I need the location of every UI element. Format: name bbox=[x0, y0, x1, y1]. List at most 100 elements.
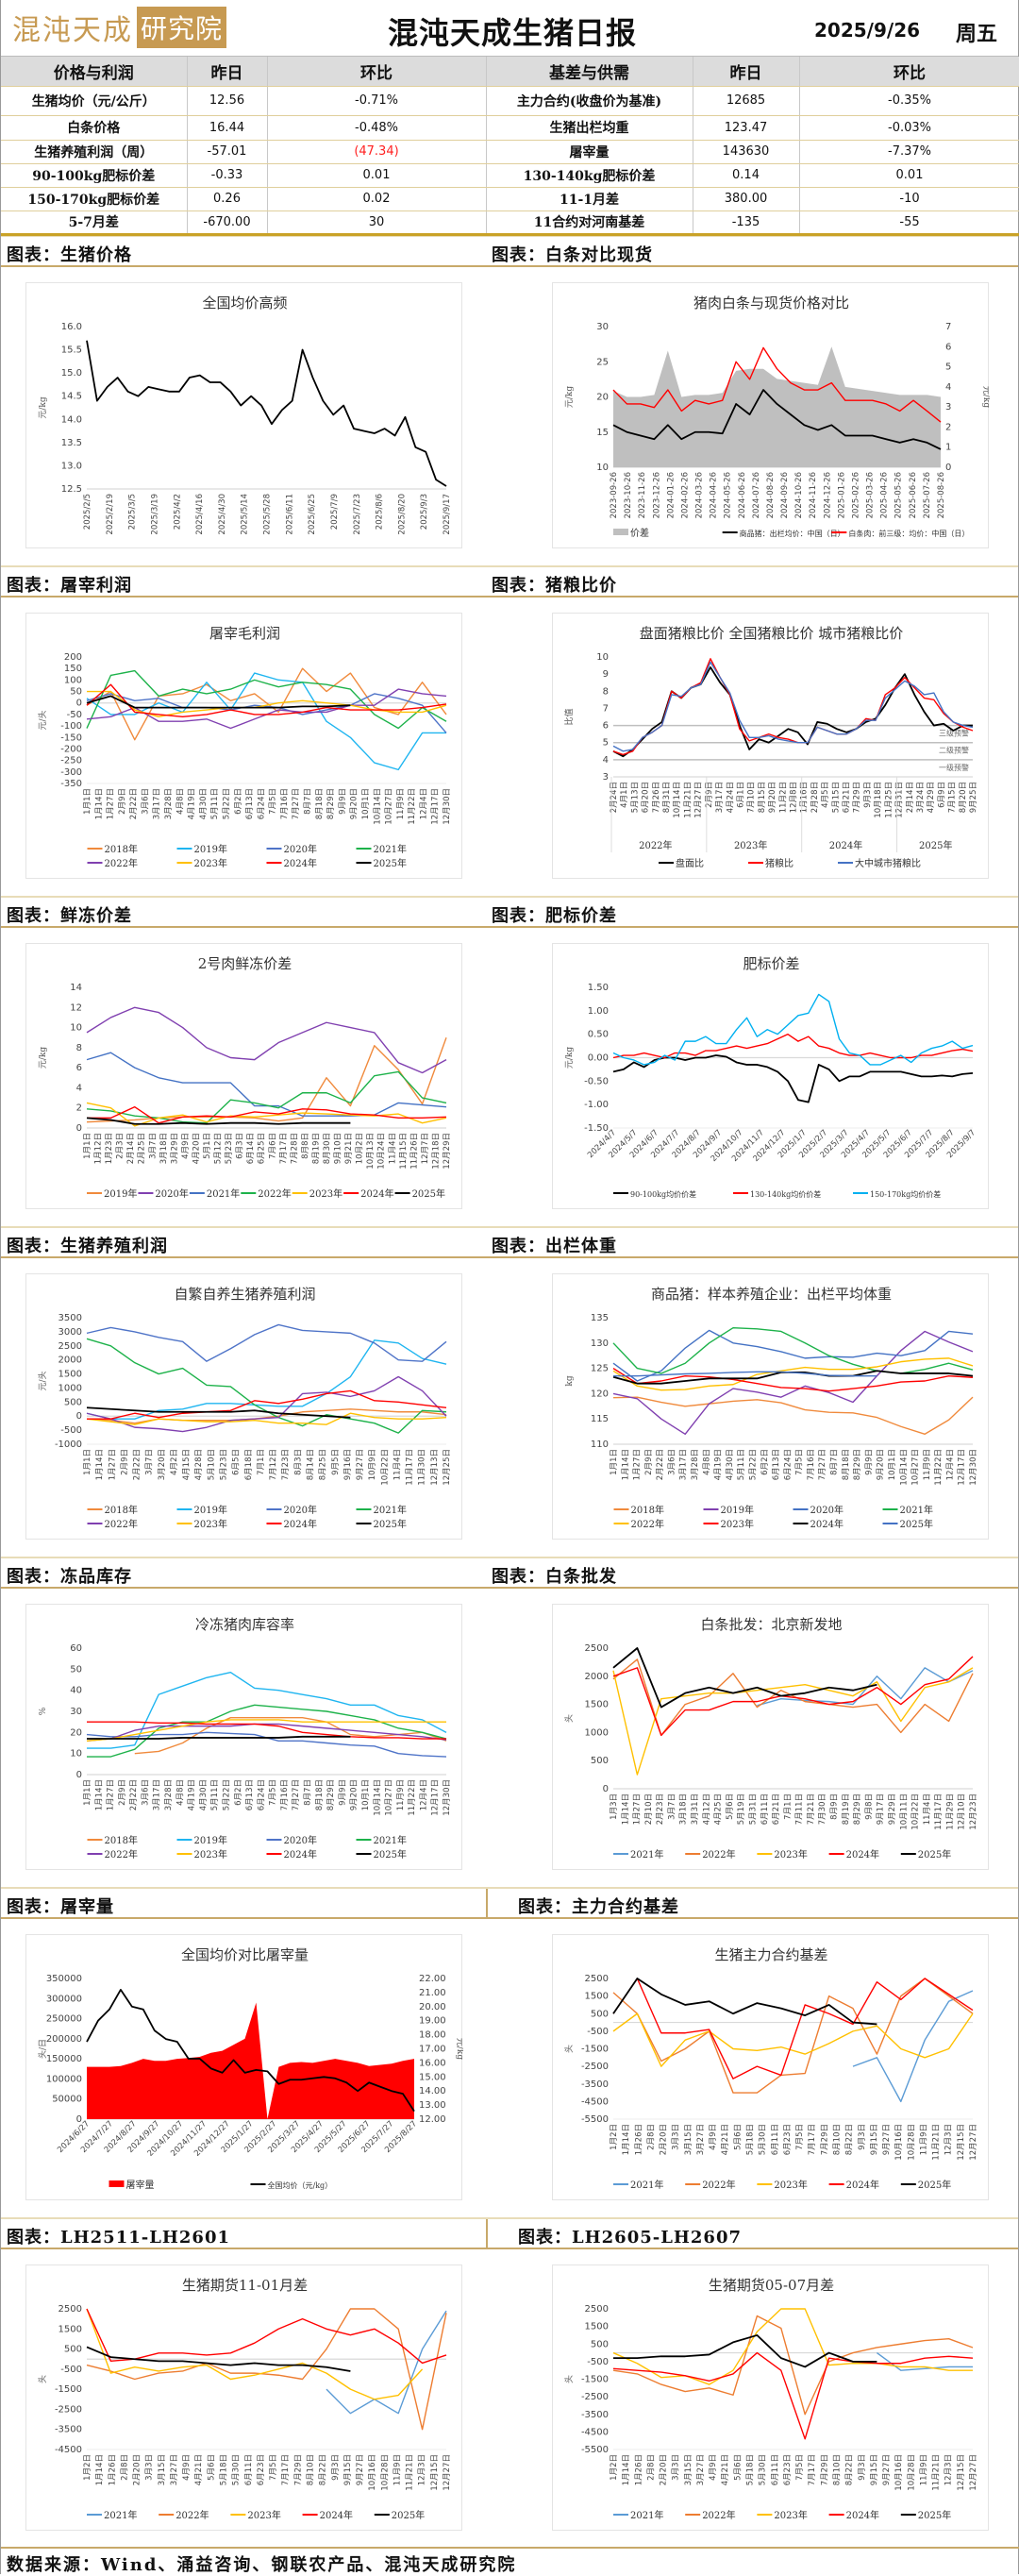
y-tick-label: 250000 bbox=[46, 2013, 82, 2024]
legend-label: 2025年 bbox=[374, 1848, 407, 1860]
x-tick-label: 8月18日 bbox=[315, 1779, 325, 1810]
metric-change: -0.35% bbox=[799, 86, 1019, 116]
x-tick-label: 3月3日 bbox=[145, 2454, 155, 2481]
y-tick-label: 2000 bbox=[58, 1355, 82, 1365]
x-tick-label: 1月14日 bbox=[95, 2454, 105, 2485]
y-tick-label: 15.5 bbox=[61, 345, 82, 355]
report-weekday: 周五 bbox=[956, 22, 998, 46]
x-tick-label: 3月3日 bbox=[672, 2124, 681, 2150]
x-tick-label: 6月18日 bbox=[244, 1449, 254, 1480]
y-axis-label: 头 bbox=[564, 1713, 575, 1722]
x-tick-label: 6月24日 bbox=[783, 1449, 793, 1480]
x-tick-label: 5月22日 bbox=[222, 788, 231, 819]
y-tick-label: -4500 bbox=[581, 2096, 609, 2107]
y-tick-right-label: 5 bbox=[945, 362, 951, 372]
line-series-4 bbox=[86, 1375, 447, 1432]
x-tick-label: 2024-07-26 bbox=[752, 472, 761, 518]
x-tick-label: 8月22日 bbox=[845, 2454, 855, 2485]
metric-label: 生猪出栏均重 bbox=[486, 115, 693, 141]
x-tick-label: 2月23日 bbox=[656, 1793, 665, 1825]
chart-title: 生猪期货11-01月差 bbox=[182, 2277, 308, 2294]
line-series-4 bbox=[612, 1977, 877, 2025]
legend-item: 2022年 bbox=[613, 1518, 664, 1530]
chart-title: 肥标价差 bbox=[743, 955, 799, 972]
x-group-label: 2025年 bbox=[919, 839, 952, 851]
y-tick-label: 10 bbox=[596, 463, 609, 473]
legend-item: 150-170kg均价价差 bbox=[853, 1189, 941, 1199]
y-tick-label: 8 bbox=[76, 1042, 82, 1052]
line-series-4 bbox=[612, 1646, 877, 1708]
y-tick-label: 1500 bbox=[58, 2324, 82, 2334]
chart-7: 商品猪：样本养殖企业：出栏平均体重 kg 110 115 120 125 130 135 1月1… bbox=[552, 1272, 989, 1540]
y-axis-label: 头 bbox=[38, 2374, 48, 2382]
y-tick-label: 50 bbox=[70, 1664, 82, 1675]
chart-5: 肥标价差 元/kg -1.50 -1.00 -0.50 0.00 0.50 1.00 1.50 2… bbox=[552, 942, 989, 1209]
x-tick-label: 4月19日 bbox=[714, 1449, 724, 1480]
x-tick-label: 2025/4/16 bbox=[195, 494, 205, 535]
x-tick-label: 3月27日 bbox=[170, 2454, 179, 2485]
line-series-0 bbox=[86, 1407, 447, 1423]
y-tick-label: 2500 bbox=[585, 2304, 609, 2315]
x-tick-label: 1月26日 bbox=[634, 2124, 643, 2155]
x-tick-label: 2025/6/11 bbox=[285, 494, 294, 535]
x-tick-label: 9月9日 bbox=[864, 1449, 874, 1475]
legend-label: 2023年 bbox=[774, 2509, 807, 2521]
x-tick-label: 2月8日 bbox=[646, 2124, 656, 2150]
line-series-4 bbox=[86, 687, 447, 729]
x-tick-label: 7月5日 bbox=[269, 788, 278, 815]
x-tick-label: 10月9日 bbox=[368, 1449, 377, 1480]
metric-change: -7.37% bbox=[799, 140, 1019, 164]
x-tick-label: 10月14日 bbox=[899, 1449, 909, 1486]
line-series-5 bbox=[612, 1367, 974, 1391]
metric-value: 12685 bbox=[693, 86, 800, 116]
chart-title: 全国均价高频 bbox=[202, 295, 287, 311]
legend-item: 2021年 bbox=[882, 1504, 933, 1516]
chart-title: 冷冻猪肉库容率 bbox=[195, 1616, 294, 1633]
x-tick-label: 1月3日 bbox=[610, 1793, 619, 1820]
line-series-3 bbox=[86, 1070, 447, 1123]
legend-label: 2022年 bbox=[258, 1187, 291, 1200]
metric-label: 主力合约(收盘价为基准) bbox=[486, 86, 693, 116]
x-tick-label: 5月18日 bbox=[746, 2454, 756, 2485]
x-tick-label: 12月18日 bbox=[431, 1133, 441, 1170]
x-tick-label: 11月15日 bbox=[399, 1133, 409, 1170]
y-axis-label: % bbox=[39, 1707, 48, 1715]
x-tick-label: 12月13日 bbox=[430, 1449, 440, 1486]
x-tick-label: 2月20日 bbox=[133, 2454, 142, 2485]
legend-item: 2024年 bbox=[828, 2179, 879, 2191]
x-tick-label: 1月14日 bbox=[94, 788, 104, 819]
x-tick-label: 2023-10-26 bbox=[624, 472, 633, 518]
x-tick-label: 7月5日 bbox=[795, 2124, 805, 2150]
legend-label: 2023年 bbox=[774, 1848, 807, 1860]
legend-item: 2022年 bbox=[685, 1848, 736, 1860]
x-tick-label: 8月10日 bbox=[306, 2454, 315, 2485]
legend-label: 2025年 bbox=[412, 1187, 445, 1200]
x-tick-label: 2023-11-26 bbox=[638, 472, 647, 518]
x-tick-label: 10月24日 bbox=[377, 1133, 387, 1170]
section-body: 生猪期货11-01月差头 -4500 -3500 -2500 -1500 -500 500 1… bbox=[1, 2249, 1018, 2549]
x-tick-label: 2023-09-26 bbox=[610, 472, 619, 518]
y-tick-label: -250 bbox=[60, 755, 82, 766]
section-header: 图表：鲜冻价差 图表：肥标价差 bbox=[1, 896, 1018, 928]
chart-title: 盘面猪粮比价 全国猪粮比价 城市猪粮比价 bbox=[640, 625, 904, 642]
x-tick-label: 3月17日 bbox=[679, 1449, 689, 1480]
metric-label: 生猪养殖利润（周） bbox=[1, 140, 188, 164]
legend-label: 2024年 bbox=[846, 1848, 879, 1860]
x-tick-label: 10月1日 bbox=[888, 1449, 897, 1480]
x-tick-label: 8月29日 bbox=[326, 1779, 336, 1810]
legend-label: 价差 bbox=[630, 527, 649, 539]
x-tick-label: 3月17日 bbox=[153, 788, 162, 819]
x-tick-label: 9月3日 bbox=[858, 2454, 867, 2481]
x-tick-label: 6月11日 bbox=[771, 2454, 780, 2485]
x-tick-label: 2025-07-26 bbox=[923, 472, 932, 518]
y-tick-label: 1.50 bbox=[588, 983, 609, 993]
line-series-4 bbox=[86, 1102, 447, 1127]
x-tick-label: 1月14日 bbox=[95, 1449, 105, 1480]
y-tick-label: 40 bbox=[70, 1685, 82, 1695]
chart-6: 自繁自养生猪养殖利润 元/头 -1000 -500 0 500 1000 1500 2000 25… bbox=[25, 1272, 462, 1540]
y-tick-label: -5500 bbox=[581, 2445, 609, 2455]
legend-label: 2021年 bbox=[207, 1187, 240, 1200]
